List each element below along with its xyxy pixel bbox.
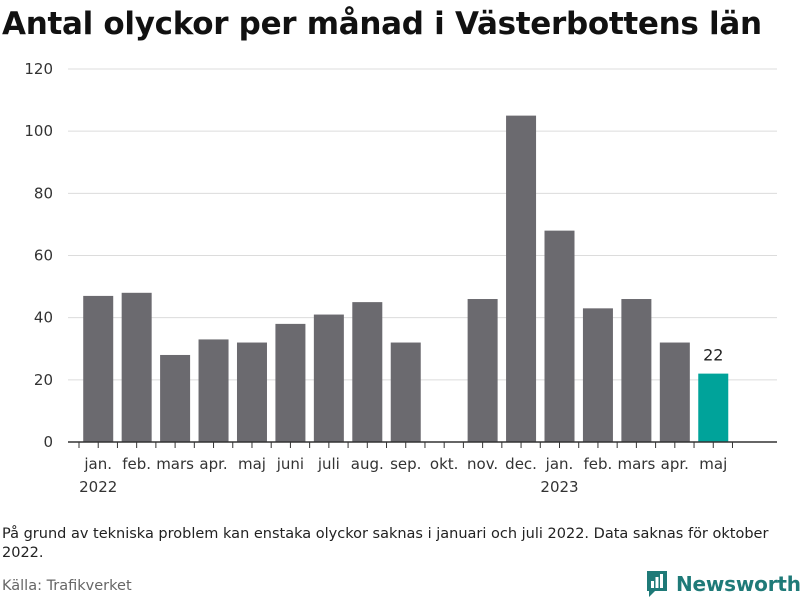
bar	[160, 354, 191, 442]
y-tick-label: 100	[24, 122, 53, 140]
x-tick-label: jan.	[83, 455, 112, 473]
bar-value-label: 22	[703, 346, 723, 365]
bar	[121, 292, 152, 442]
footnote: På grund av tekniska problem kan enstaka…	[2, 526, 769, 561]
bar-highlight	[698, 373, 729, 442]
chart-title: Antal olyckor per månad i Västerbottens …	[2, 6, 762, 42]
bar	[621, 299, 652, 442]
grid-layer	[68, 68, 777, 381]
x-tick-label: juli	[317, 455, 340, 473]
x-tick-label: sep.	[390, 455, 421, 473]
y-tick-label: 80	[34, 184, 53, 202]
x-tick-label: mars	[617, 455, 655, 473]
x-tick-label: feb.	[122, 455, 151, 473]
x-tick-label: maj	[699, 455, 727, 473]
x-tick-label: mars	[156, 455, 194, 473]
bar	[313, 314, 344, 442]
source-credit: Källa: Trafikverket	[2, 578, 132, 594]
x-tick-label: feb.	[584, 455, 613, 473]
x-tick-label: apr.	[199, 455, 227, 473]
bar	[390, 342, 421, 442]
brand-name: Newsworthy	[676, 572, 800, 596]
y-tick-label: 60	[34, 247, 53, 265]
bar	[352, 302, 383, 442]
y-tick-label: 40	[34, 309, 53, 327]
y-tick-label: 120	[24, 60, 53, 78]
bar	[236, 342, 267, 442]
x-tick-label: dec.	[505, 455, 537, 473]
bar	[275, 323, 306, 442]
bar-chart-logo-icon	[647, 571, 667, 597]
x-year-label: 2023	[540, 478, 578, 496]
y-tick-label: 0	[43, 433, 53, 451]
x-tick-label: juni	[276, 455, 304, 473]
x-tick-label: okt.	[430, 455, 459, 473]
x-year-label: 2022	[79, 478, 117, 496]
bar	[198, 339, 229, 442]
brand-logo: Newsworthy	[645, 568, 800, 600]
bar	[659, 342, 690, 442]
x-tick-label: nov.	[467, 455, 498, 473]
bar	[582, 308, 613, 442]
x-tick-label: apr.	[661, 455, 689, 473]
x-tick-label: aug.	[351, 455, 384, 473]
bar	[83, 295, 114, 442]
y-tick-label: 20	[34, 371, 53, 389]
bars-layer: 22	[83, 115, 729, 442]
bar	[506, 115, 537, 442]
bar	[544, 230, 575, 442]
x-tick-label: jan.	[545, 455, 574, 473]
x-tick-label: maj	[238, 455, 266, 473]
bar	[467, 299, 498, 442]
